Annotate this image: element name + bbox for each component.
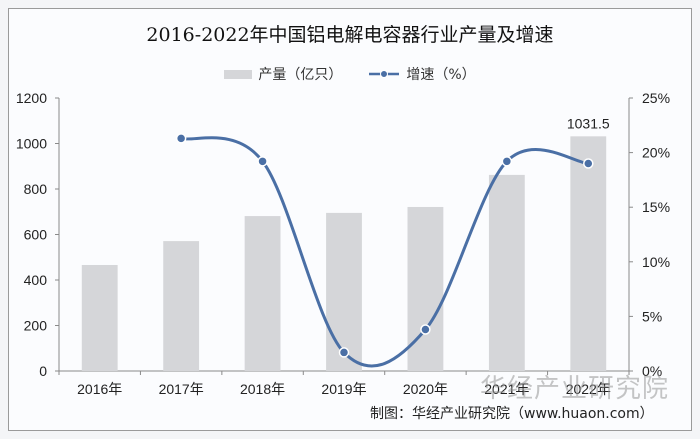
bar [488,174,525,371]
legend-item-growth: 增速（%） [368,64,476,84]
x-tick-label: 2018年 [240,381,285,397]
growth-marker-icon [338,347,350,358]
left-y-tick-label: 800 [24,181,48,197]
x-tick-label: 2020年 [403,381,448,397]
growth-marker-icon [501,156,513,167]
bar [163,241,200,371]
chart-legend: 产量（亿只） 增速（%） [0,64,700,84]
left-y-tick-label: 1200 [16,90,47,106]
left-y-tick-label: 0 [39,363,47,379]
axis-labels: 0 200 400 600 800 1000 1200 0% 5% 10% 15% 20% 25% 201… [16,90,670,397]
watermark: 华经产业研究院 [480,374,670,404]
bar [407,206,444,371]
right-y-tick-label: 5% [642,308,662,324]
line-marker-swatch-icon [369,70,400,78]
right-y-tick-label: 15% [642,199,670,215]
bar-series [81,136,607,371]
data-label: 1031.5 [567,115,610,131]
bar [570,136,607,371]
right-y-tick-label: 20% [642,145,670,161]
x-tick-label: 2016年 [77,381,122,397]
chart-title: 2016-2022年中国铝电解电容器行业产量及增速 [146,24,554,46]
growth-line [179,136,590,368]
x-tick-label: 2017年 [159,381,204,397]
left-y-tick-label: 1000 [16,136,47,152]
growth-marker-icon [420,324,431,335]
legend-label-production: 产量（亿只） [258,67,343,83]
growth-marker-icon [583,158,594,169]
bar [326,212,362,371]
x-tick-label: 2022年 [566,381,611,397]
growth-marker-icon [257,156,268,167]
growth-marker-icon [175,133,187,144]
left-y-tick-label: 600 [24,227,48,243]
bar [81,264,118,371]
x-tick-label: 2019年 [321,381,366,397]
right-y-tick-label: 10% [642,254,670,270]
left-y-tick-label: 400 [24,272,48,288]
right-y-tick-label: 25% [642,90,670,106]
bar-swatch-icon [224,69,253,79]
source-note: 制图：华经产业研究院（www.huaon.com） [370,406,654,422]
line-series [175,133,594,368]
legend-item-production: 产量（亿只） [224,64,342,84]
left-y-tick-label: 200 [24,318,48,334]
bar [244,216,281,371]
x-tick-label: 2021年 [484,381,529,397]
right-y-tick-label: 0% [642,363,662,379]
legend-label-growth: 增速（%） [406,67,476,83]
